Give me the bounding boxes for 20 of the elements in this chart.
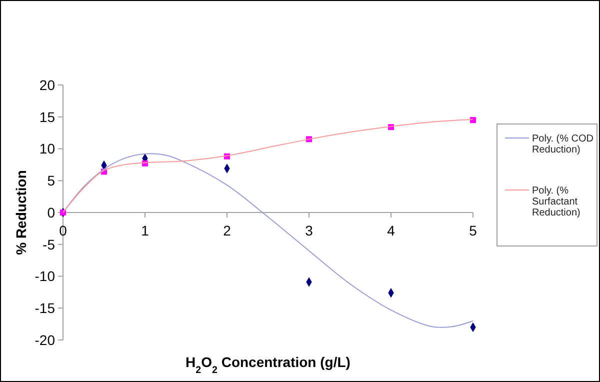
y-tick-label: -10 — [34, 268, 56, 284]
x-tick-label: 2 — [223, 222, 232, 238]
y-tick-label: 0 — [47, 204, 56, 220]
x-tick-label: 5 — [469, 222, 478, 238]
y-tick-label: -20 — [34, 332, 56, 348]
y-tick-label: -5 — [42, 236, 56, 252]
x-tick-label: 4 — [387, 222, 396, 238]
y-axis-title: % Reduction — [13, 170, 29, 255]
y-tick-label: 20 — [39, 76, 56, 93]
x-tick-label: 0 — [59, 222, 68, 238]
x-axis-title: H$_{2}$O$_{2}$ Concentration (g/L) — [186, 354, 350, 376]
y-tick-label: -15 — [34, 300, 56, 316]
point — [470, 117, 476, 124]
legend-label: Poly. (% Surfactant Reduction) — [532, 186, 580, 218]
y-tick-label: 15 — [39, 108, 56, 125]
legend-label: Poly. (% COD Reduction) — [532, 134, 594, 156]
y-tick-label: 10 — [39, 140, 56, 157]
x-tick-label: 1 — [141, 222, 150, 238]
y-tick-label: 5 — [47, 172, 56, 189]
x-tick-label: 3 — [305, 222, 314, 238]
